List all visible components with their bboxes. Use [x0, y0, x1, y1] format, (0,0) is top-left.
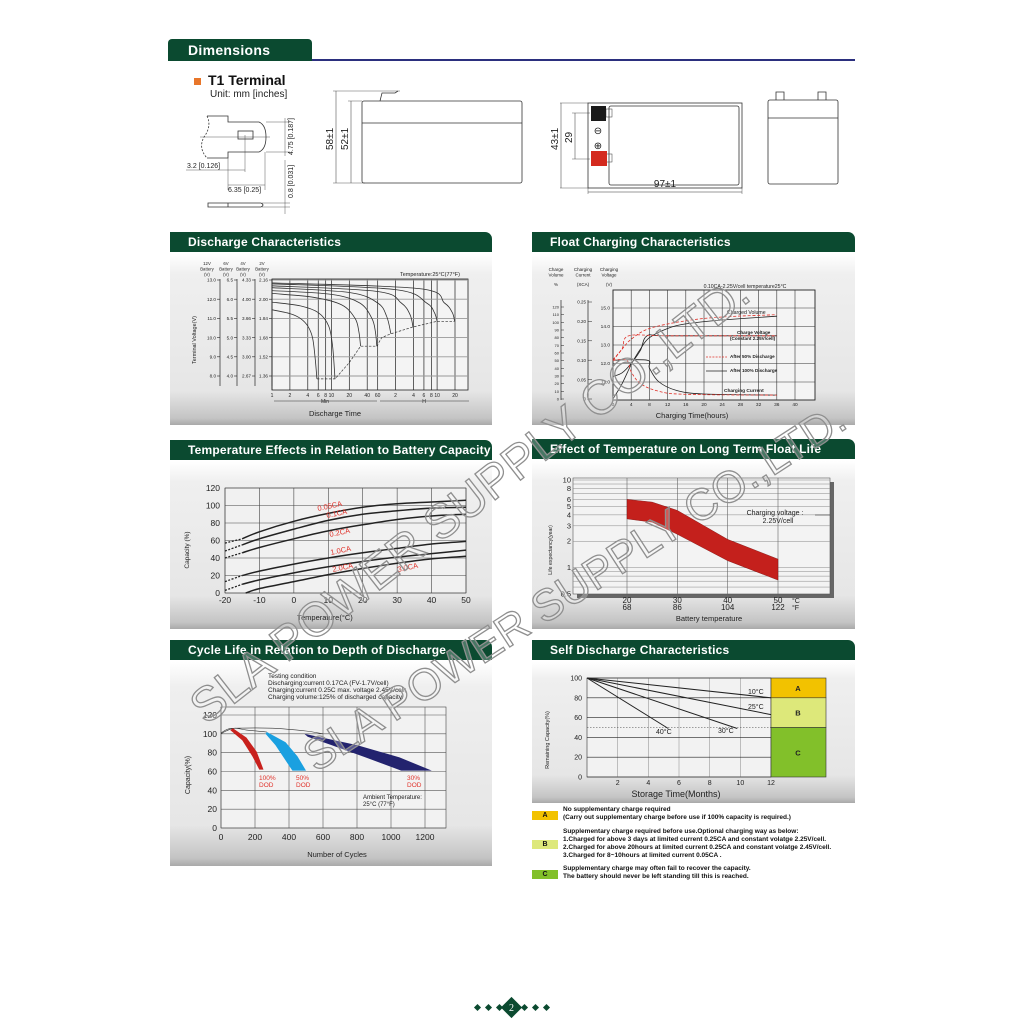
side-view-drawing [333, 90, 523, 184]
section-header-temperature: Temperature Effects in Relation to Batte… [170, 440, 492, 460]
negative-symbol-icon: ⊖ [594, 126, 602, 137]
legend-line: (Carry out supplementary charge before u… [563, 814, 791, 821]
terminal-title: T1 Terminal [208, 72, 286, 88]
legend-line: No supplementary charge required [563, 806, 671, 813]
positive-symbol-icon: ⊕ [594, 141, 602, 152]
end-view-drawing [767, 91, 839, 185]
dim-terminal-spacing: 29 [564, 131, 575, 143]
positive-terminal [591, 151, 607, 166]
temperature-panel [170, 462, 492, 629]
dim-terminal-length: 6.35 [0.25] [228, 187, 261, 194]
legend-text-b: Supplementary charge required before use… [563, 828, 831, 860]
legend-text-a: No supplementary charge required (Carry … [563, 806, 791, 822]
legend-line: Supplementary charge required before use… [563, 828, 799, 835]
discharge-panel [170, 254, 492, 425]
discharge-curve-label: 0.05C [0, 0, 14, 2]
section-header-self-discharge: Self Discharge Characteristics [532, 640, 855, 660]
terminal-hole [237, 130, 254, 140]
discharge-curve-label: 3C [0, 0, 7, 2]
legend-text-c: Supplementary charge may often fail to r… [563, 865, 751, 881]
bullet-square-icon [194, 78, 201, 85]
section-header-discharge: Discharge Characteristics [170, 232, 492, 252]
dimensions-header: Dimensions [168, 39, 312, 61]
dim-length: 97±1 [654, 179, 677, 190]
terminal-drawing [186, 115, 290, 214]
legend-line: 3.Charged for 8~10hours at limited curre… [563, 852, 722, 859]
page-footer [473, 996, 551, 1019]
discharge-curve-label: 0.628C [0, 0, 17, 2]
discharge-curve-label: 0.207C [0, 0, 17, 2]
legend-badge-c: C [532, 870, 558, 879]
legend-badge-a: A [532, 811, 558, 820]
header-rule [312, 59, 855, 61]
top-view-drawing [560, 102, 743, 194]
cycle-panel [170, 662, 492, 866]
dim-case-height: 52±1 [340, 127, 351, 150]
legend-line: 1.Charged for above 3 days at limited cu… [563, 836, 827, 843]
terminal-break-edge [201, 115, 210, 159]
section-header-cycle: Cycle Life in Relation to Depth of Disch… [170, 640, 492, 660]
discharge-curve-label: 0.093C [0, 0, 17, 2]
terminal-profile [207, 202, 264, 208]
legend-line: Supplementary charge may often fail to r… [563, 865, 751, 872]
dim-terminal-thickness: 0.8 [0.031] [288, 165, 295, 198]
terminal-outline [207, 115, 267, 159]
self-discharge-panel [532, 662, 855, 803]
page-number: 2 [509, 1003, 514, 1014]
dim-total-height: 58±1 [325, 127, 336, 150]
section-header-float: Float Charging Characteristics [532, 232, 855, 252]
negative-terminal [591, 106, 606, 121]
legend-line: 2.Charged for above 20hours at limited c… [563, 844, 832, 851]
unit-label: Unit: mm [inches] [210, 89, 288, 100]
float-life-panel [532, 461, 855, 629]
discharge-curve-label: 1C [0, 0, 7, 2]
dim-width: 43±1 [550, 127, 561, 150]
discharge-curve-label: 2C [0, 0, 7, 2]
discharge-curve-label: 0.4C [0, 0, 11, 2]
legend-line: The battery should never be left standin… [563, 873, 749, 880]
float-panel [532, 254, 855, 425]
legend-badge-b: B [532, 840, 558, 849]
dim-terminal-width: 4.75 [0.187] [288, 118, 295, 155]
section-header-float-life: Effect of Temperature on Long Term Float… [532, 439, 855, 459]
dim-hole-offset: 3.2 [0.126] [187, 163, 220, 170]
